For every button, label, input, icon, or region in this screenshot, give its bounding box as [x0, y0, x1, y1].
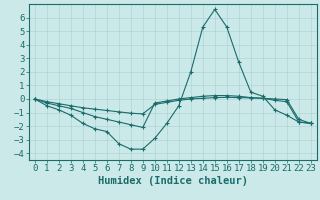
- X-axis label: Humidex (Indice chaleur): Humidex (Indice chaleur): [98, 176, 248, 186]
